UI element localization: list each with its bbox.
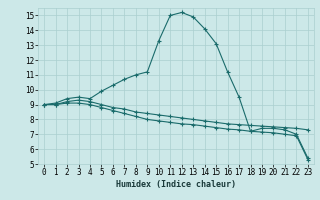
X-axis label: Humidex (Indice chaleur): Humidex (Indice chaleur)	[116, 180, 236, 189]
